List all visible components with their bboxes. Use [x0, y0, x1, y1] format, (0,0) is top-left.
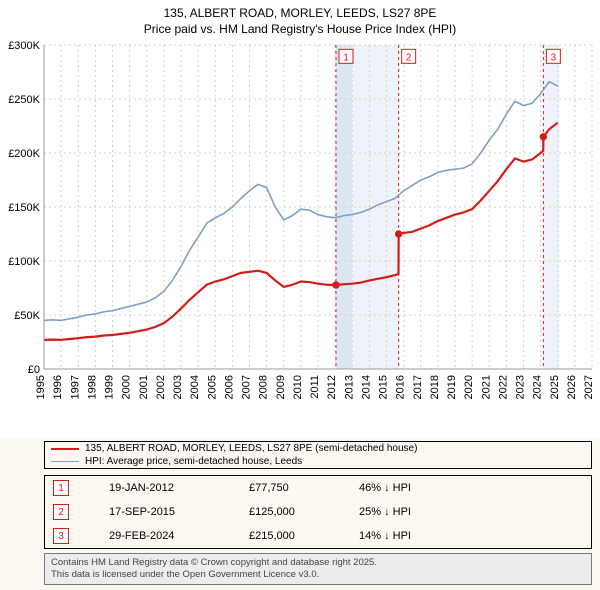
sale-price: £77,750 — [249, 482, 359, 494]
svg-text:2001: 2001 — [138, 375, 150, 399]
svg-text:3: 3 — [551, 53, 557, 64]
svg-text:2011: 2011 — [309, 375, 321, 399]
svg-text:2019: 2019 — [446, 375, 458, 399]
sale-row: 2 17-SEP-2015£125,00025% ↓ HPI — [45, 500, 591, 524]
svg-text:2017: 2017 — [412, 375, 424, 399]
sale-date: 19-JAN-2012 — [109, 482, 249, 494]
sale-date: 29-FEB-2024 — [109, 530, 249, 542]
svg-text:2013: 2013 — [343, 375, 355, 399]
svg-text:2006: 2006 — [223, 375, 235, 399]
svg-text:2000: 2000 — [121, 375, 133, 399]
chart-title: 135, ALBERT ROAD, MORLEY, LEEDS, LS27 8P… — [0, 0, 600, 39]
svg-text:2020: 2020 — [463, 375, 475, 399]
svg-text:1997: 1997 — [69, 375, 81, 399]
sale-hpi-diff: 25% ↓ HPI — [359, 506, 583, 518]
svg-text:£0: £0 — [28, 364, 40, 376]
chart-svg: £0 £50K £100K £150K £200K £250K £300K 1995 1996 1… — [0, 39, 600, 439]
legend-label: 135, ALBERT ROAD, MORLEY, LEEDS, LS27 8P… — [85, 443, 417, 454]
svg-text:£250K: £250K — [8, 94, 40, 106]
svg-text:2016: 2016 — [395, 375, 407, 399]
svg-text:1999: 1999 — [104, 375, 116, 399]
chart-plot-area: £0 £50K £100K £150K £200K £250K £300K 1995 1996 1… — [0, 39, 600, 439]
svg-text:£300K: £300K — [8, 40, 40, 52]
sale-badge: 2 — [53, 504, 69, 520]
svg-text:2002: 2002 — [155, 375, 167, 399]
svg-text:2025: 2025 — [549, 375, 561, 399]
legend-swatch — [51, 461, 79, 462]
sale-price: £125,000 — [249, 506, 359, 518]
legend-swatch — [51, 448, 79, 450]
svg-text:2022: 2022 — [497, 375, 509, 399]
svg-text:£50K: £50K — [14, 310, 40, 322]
svg-text:2026: 2026 — [566, 375, 578, 399]
svg-text:2009: 2009 — [275, 375, 287, 399]
sale-date: 17-SEP-2015 — [109, 506, 249, 518]
svg-text:2018: 2018 — [429, 375, 441, 399]
attribution-footer: Contains HM Land Registry data © Crown c… — [44, 553, 592, 585]
svg-text:2007: 2007 — [241, 375, 253, 399]
svg-text:£200K: £200K — [8, 148, 40, 160]
chart-container: 135, ALBERT ROAD, MORLEY, LEEDS, LS27 8P… — [0, 0, 600, 590]
footer-line1: Contains HM Land Registry data © Crown c… — [51, 557, 585, 569]
svg-text:2: 2 — [406, 53, 412, 64]
svg-text:2004: 2004 — [189, 375, 201, 399]
svg-text:2014: 2014 — [360, 375, 372, 399]
svg-text:2027: 2027 — [583, 375, 595, 399]
title-subtitle: Price paid vs. HM Land Registry's House … — [0, 22, 600, 38]
svg-text:2015: 2015 — [378, 375, 390, 399]
svg-text:1995: 1995 — [35, 375, 47, 399]
svg-text:2005: 2005 — [206, 375, 218, 399]
title-address: 135, ALBERT ROAD, MORLEY, LEEDS, LS27 8P… — [0, 6, 600, 22]
sale-badge: 1 — [53, 480, 69, 496]
svg-text:£100K: £100K — [8, 256, 40, 268]
legend-label: HPI: Average price, semi-detached house,… — [85, 456, 302, 467]
sale-hpi-diff: 46% ↓ HPI — [359, 482, 583, 494]
footer-line2: This data is licensed under the Open Gov… — [51, 569, 585, 581]
sale-row: 1 19-JAN-2012£77,75046% ↓ HPI — [45, 476, 591, 500]
svg-text:1998: 1998 — [86, 375, 98, 399]
svg-text:2021: 2021 — [480, 375, 492, 399]
svg-text:2008: 2008 — [258, 375, 270, 399]
sales-table: 1 19-JAN-2012£77,75046% ↓ HPI 2 17-SEP-2015… — [44, 475, 592, 549]
svg-text:2003: 2003 — [172, 375, 184, 399]
sale-price: £215,000 — [249, 530, 359, 542]
svg-text:1: 1 — [343, 53, 349, 64]
sale-hpi-diff: 14% ↓ HPI — [359, 530, 583, 542]
legend-item: 135, ALBERT ROAD, MORLEY, LEEDS, LS27 8P… — [45, 442, 591, 455]
legend-item: HPI: Average price, semi-detached house,… — [45, 455, 591, 468]
svg-text:1996: 1996 — [52, 375, 64, 399]
svg-text:2024: 2024 — [532, 375, 544, 399]
svg-text:2023: 2023 — [515, 375, 527, 399]
sale-badge: 3 — [53, 528, 69, 544]
svg-text:2010: 2010 — [292, 375, 304, 399]
legend: 135, ALBERT ROAD, MORLEY, LEEDS, LS27 8P… — [44, 441, 592, 469]
svg-text:2012: 2012 — [326, 375, 338, 399]
sale-row: 3 29-FEB-2024£215,00014% ↓ HPI — [45, 524, 591, 548]
svg-text:£150K: £150K — [8, 202, 40, 214]
